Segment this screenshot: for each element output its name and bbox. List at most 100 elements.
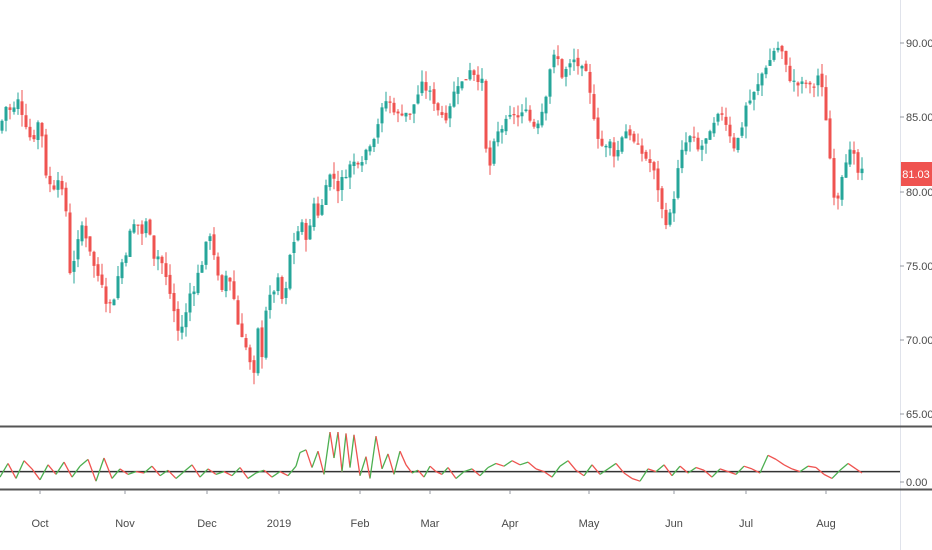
candle-body-101: [404, 112, 408, 117]
candle-body-35: [140, 224, 144, 234]
osc-segment-66: [447, 467, 457, 479]
oscillator-pane: [0, 431, 900, 482]
candle-body-88: [352, 161, 356, 167]
osc-segment-116: [847, 462, 857, 470]
candle-body-51: [204, 241, 208, 265]
candle-body-106: [424, 82, 428, 91]
candle-body-211: [844, 162, 848, 178]
candle-body-171: [684, 142, 688, 152]
candle-body-3: [12, 107, 16, 112]
osc-segment-12: [87, 459, 97, 482]
candle-body-68: [272, 291, 276, 295]
candle-body-119: [476, 74, 480, 83]
candle-body-102: [408, 113, 412, 115]
osc-segment-53: [369, 436, 377, 479]
candle-body-150: [600, 138, 604, 146]
osc-segment-101: [727, 471, 737, 475]
candle-body-91: [364, 149, 368, 161]
candle-body-25: [100, 274, 104, 285]
candle-body-43: [172, 292, 176, 312]
osc-segment-15: [111, 468, 121, 479]
candle-body-54: [216, 256, 220, 276]
osc-segment-49: [349, 434, 355, 468]
osc-segment-72: [495, 462, 505, 467]
osc-segment-90: [639, 468, 649, 482]
candle-body-99: [396, 111, 400, 114]
time-tick-label-3: 2019: [267, 518, 291, 530]
candle-body-60: [240, 323, 244, 338]
candle-body-21: [84, 225, 88, 239]
candle-body-95: [380, 107, 384, 124]
candle-body-213: [852, 150, 856, 154]
osc-segment-20: [151, 465, 161, 477]
osc-segment-8: [55, 461, 65, 475]
osc-segment-3: [15, 460, 25, 479]
osc-segment-22: [167, 469, 177, 479]
osc-segment-27: [207, 468, 217, 475]
candle-body-164: [656, 168, 660, 191]
candle-body-172: [688, 136, 692, 143]
candle-body-1: [4, 106, 8, 121]
candle-body-31: [124, 255, 128, 263]
candle-body-200: [800, 81, 804, 84]
candle-body-37: [148, 219, 152, 235]
candle-body-132: [528, 109, 532, 121]
candle-body-39: [156, 256, 160, 260]
osc-segment-4: [23, 460, 33, 470]
candle-body-214: [856, 152, 860, 173]
candle-body-194: [776, 47, 780, 51]
time-tick-label-8: Jun: [665, 518, 683, 530]
osc-segment-16: [119, 468, 129, 475]
osc-segment-55: [381, 453, 389, 470]
candle-body-48: [192, 291, 196, 295]
price-tick-label-0: 90.00: [906, 38, 932, 50]
candle-body-19: [76, 239, 80, 260]
candle-body-75: [300, 222, 304, 232]
candle-body-152: [608, 141, 612, 149]
osc-segment-13: [95, 457, 105, 482]
osc-segment-110: [799, 465, 809, 473]
candle-body-126: [504, 118, 508, 132]
candle-body-96: [384, 101, 388, 109]
candle-body-89: [356, 162, 360, 165]
candle-body-49: [196, 272, 200, 294]
candle-body-94: [376, 124, 380, 138]
osc-segment-86: [607, 462, 617, 470]
osc-segment-52: [365, 456, 371, 479]
candle-body-29: [116, 276, 120, 299]
candle-body-109: [436, 103, 440, 111]
candle-body-28: [112, 299, 116, 306]
candle-body-189: [756, 84, 760, 91]
candle-body-192: [768, 60, 772, 66]
candle-body-179: [716, 113, 720, 122]
osc-segment-93: [663, 464, 673, 477]
candle-body-137: [548, 69, 552, 97]
candle-body-9: [36, 122, 40, 140]
osc-segment-50: [353, 434, 361, 476]
last-price-tag-bg: [901, 162, 932, 186]
osc-segment-43: [323, 431, 331, 475]
osc-segment-104: [751, 468, 761, 474]
candle-body-38: [152, 235, 156, 259]
osc-segment-87: [615, 463, 625, 474]
time-tick-label-1: Nov: [115, 518, 135, 530]
osc-tick-label-0: 0.00: [906, 477, 927, 489]
osc-segment-30: [231, 467, 241, 477]
osc-segment-113: [823, 473, 833, 480]
osc-segment-62: [423, 465, 431, 478]
osc-segment-47: [341, 433, 347, 472]
candle-body-6: [24, 115, 28, 128]
candle-body-14: [56, 180, 60, 190]
osc-segment-34: [263, 469, 273, 478]
candle-body-149: [596, 117, 600, 139]
osc-segment-114: [831, 469, 841, 479]
candle-body-178: [712, 122, 716, 134]
osc-segment-69: [471, 468, 481, 477]
candle-body-176: [704, 138, 708, 144]
osc-segment-57: [393, 451, 401, 475]
candle-body-195: [780, 45, 784, 52]
osc-segment-85: [599, 468, 609, 475]
candle-body-135: [540, 111, 544, 126]
osc-segment-58: [399, 450, 407, 466]
